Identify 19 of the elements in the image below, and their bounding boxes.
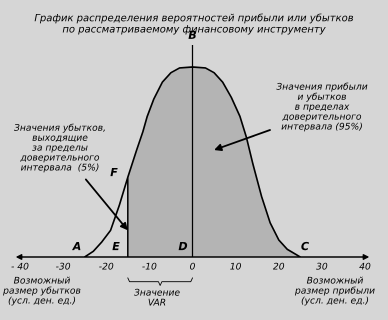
annotation: E [112,242,120,250]
annotation: A [72,242,80,250]
annotation: Значения убытков, выходящие за пределы доверительного интервала (5%) [14,124,105,172]
x-tick-label: - 40 [11,262,28,270]
text: Значение VAR [134,288,180,306]
text: Возможный размер убытков (усл. ден. ед.) [3,276,80,306]
x-tick-label: 0 [190,262,195,270]
annotation: C [301,242,309,250]
annotation: F [110,168,118,176]
x-tick-label: 10 [230,262,241,270]
x-tick-label: 40 [359,262,370,270]
annotation: D [178,242,188,250]
text: Возможный размер прибыли (усл. ден. ед.) [294,276,375,306]
x-tick-label: -10 [142,262,156,270]
annotation: Значения прибыли и убытков в пределах доверительного интервала (95%) [276,82,368,132]
x-tick-label: -30 [56,262,70,270]
x-tick-label: -20 [99,262,114,270]
x-tick-label: 30 [316,262,328,270]
x-tick-label: 20 [272,262,284,270]
